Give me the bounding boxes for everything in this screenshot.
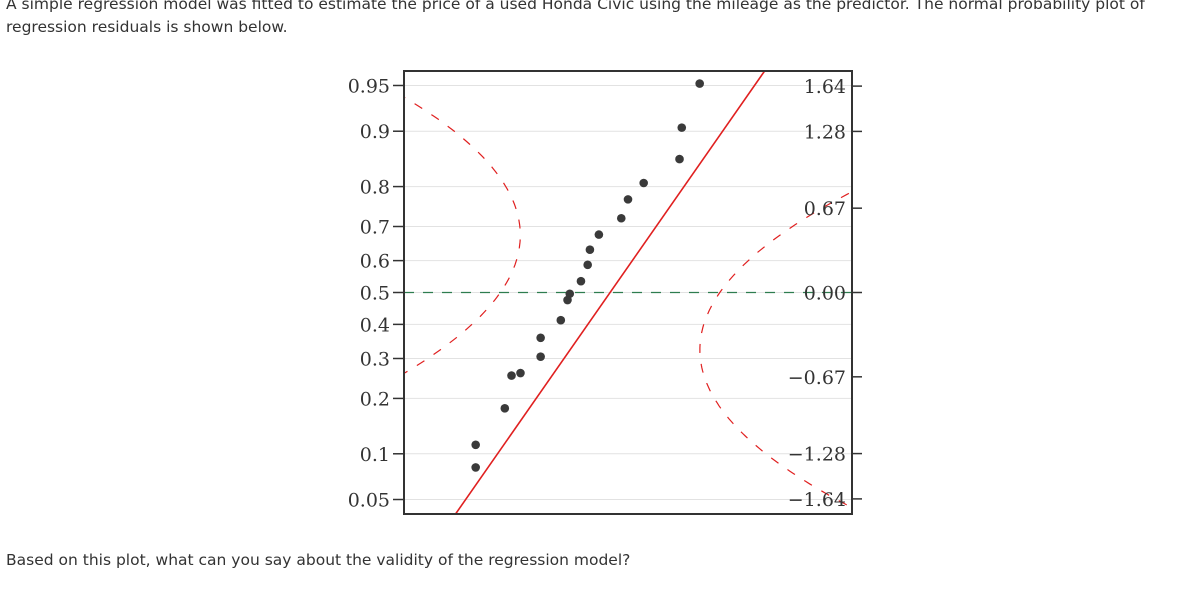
fit-line-layer — [454, 70, 766, 515]
band-upper — [699, 191, 852, 509]
residual-point — [516, 368, 525, 378]
right-axis: 1.64 1.28 0.67 0.00 −0.67 −1.28 −1.64 — [788, 76, 862, 511]
residual-point — [536, 333, 545, 343]
residual-point — [616, 213, 626, 223]
question-intro: A simple regression model was fitted to … — [6, 0, 1145, 36]
right-tick-label: −0.67 — [788, 367, 846, 389]
left-tick-label: 0.3 — [360, 348, 390, 370]
right-tick-label: 1.64 — [804, 76, 846, 98]
left-tick-label: 0.1 — [360, 444, 390, 466]
right-tick-label: 0.00 — [804, 283, 846, 305]
residual-point — [675, 154, 684, 164]
left-tick-label: 0.5 — [360, 283, 390, 305]
residual-point — [500, 403, 510, 413]
right-tick-label: −1.64 — [788, 489, 846, 511]
residual-point — [563, 295, 572, 305]
left-tick-label: 0.9 — [360, 121, 390, 143]
grid-lines — [404, 84, 852, 501]
right-tick-label: −1.28 — [788, 444, 846, 466]
left-tick-label: 0.4 — [360, 314, 390, 336]
left-tick-label: 0.7 — [360, 217, 390, 239]
left-tick-label: 0.95 — [348, 75, 390, 97]
residual-point — [695, 79, 704, 88]
residual-point — [536, 352, 545, 361]
residual-point — [677, 123, 687, 132]
confidence-band — [404, 96, 852, 509]
left-tick-label: 0.2 — [360, 388, 390, 410]
residual-points — [471, 79, 704, 472]
residual-point — [594, 230, 604, 239]
residual-point — [585, 245, 595, 255]
left-tick-label: 0.05 — [348, 490, 390, 512]
residual-point — [576, 276, 586, 286]
right-tick-label: 0.67 — [804, 198, 846, 220]
left-axis: 0.95 0.9 0.8 0.7 0.6 0.5 0.4 0.3 0.2 0.1 0.05 — [348, 75, 404, 512]
residual-point — [507, 371, 516, 380]
residual-point — [583, 260, 592, 270]
residual-point — [471, 463, 480, 472]
right-tick-label: 1.28 — [804, 121, 846, 143]
residual-point — [471, 440, 480, 450]
left-tick-label: 0.6 — [360, 251, 390, 273]
left-tick-label: 0.8 — [360, 177, 390, 199]
fit-line — [454, 70, 766, 515]
residual-point — [623, 195, 633, 204]
question-prompt: Based on this plot, what can you say abo… — [6, 551, 631, 569]
residual-point — [556, 315, 566, 325]
residual-point — [639, 178, 648, 188]
